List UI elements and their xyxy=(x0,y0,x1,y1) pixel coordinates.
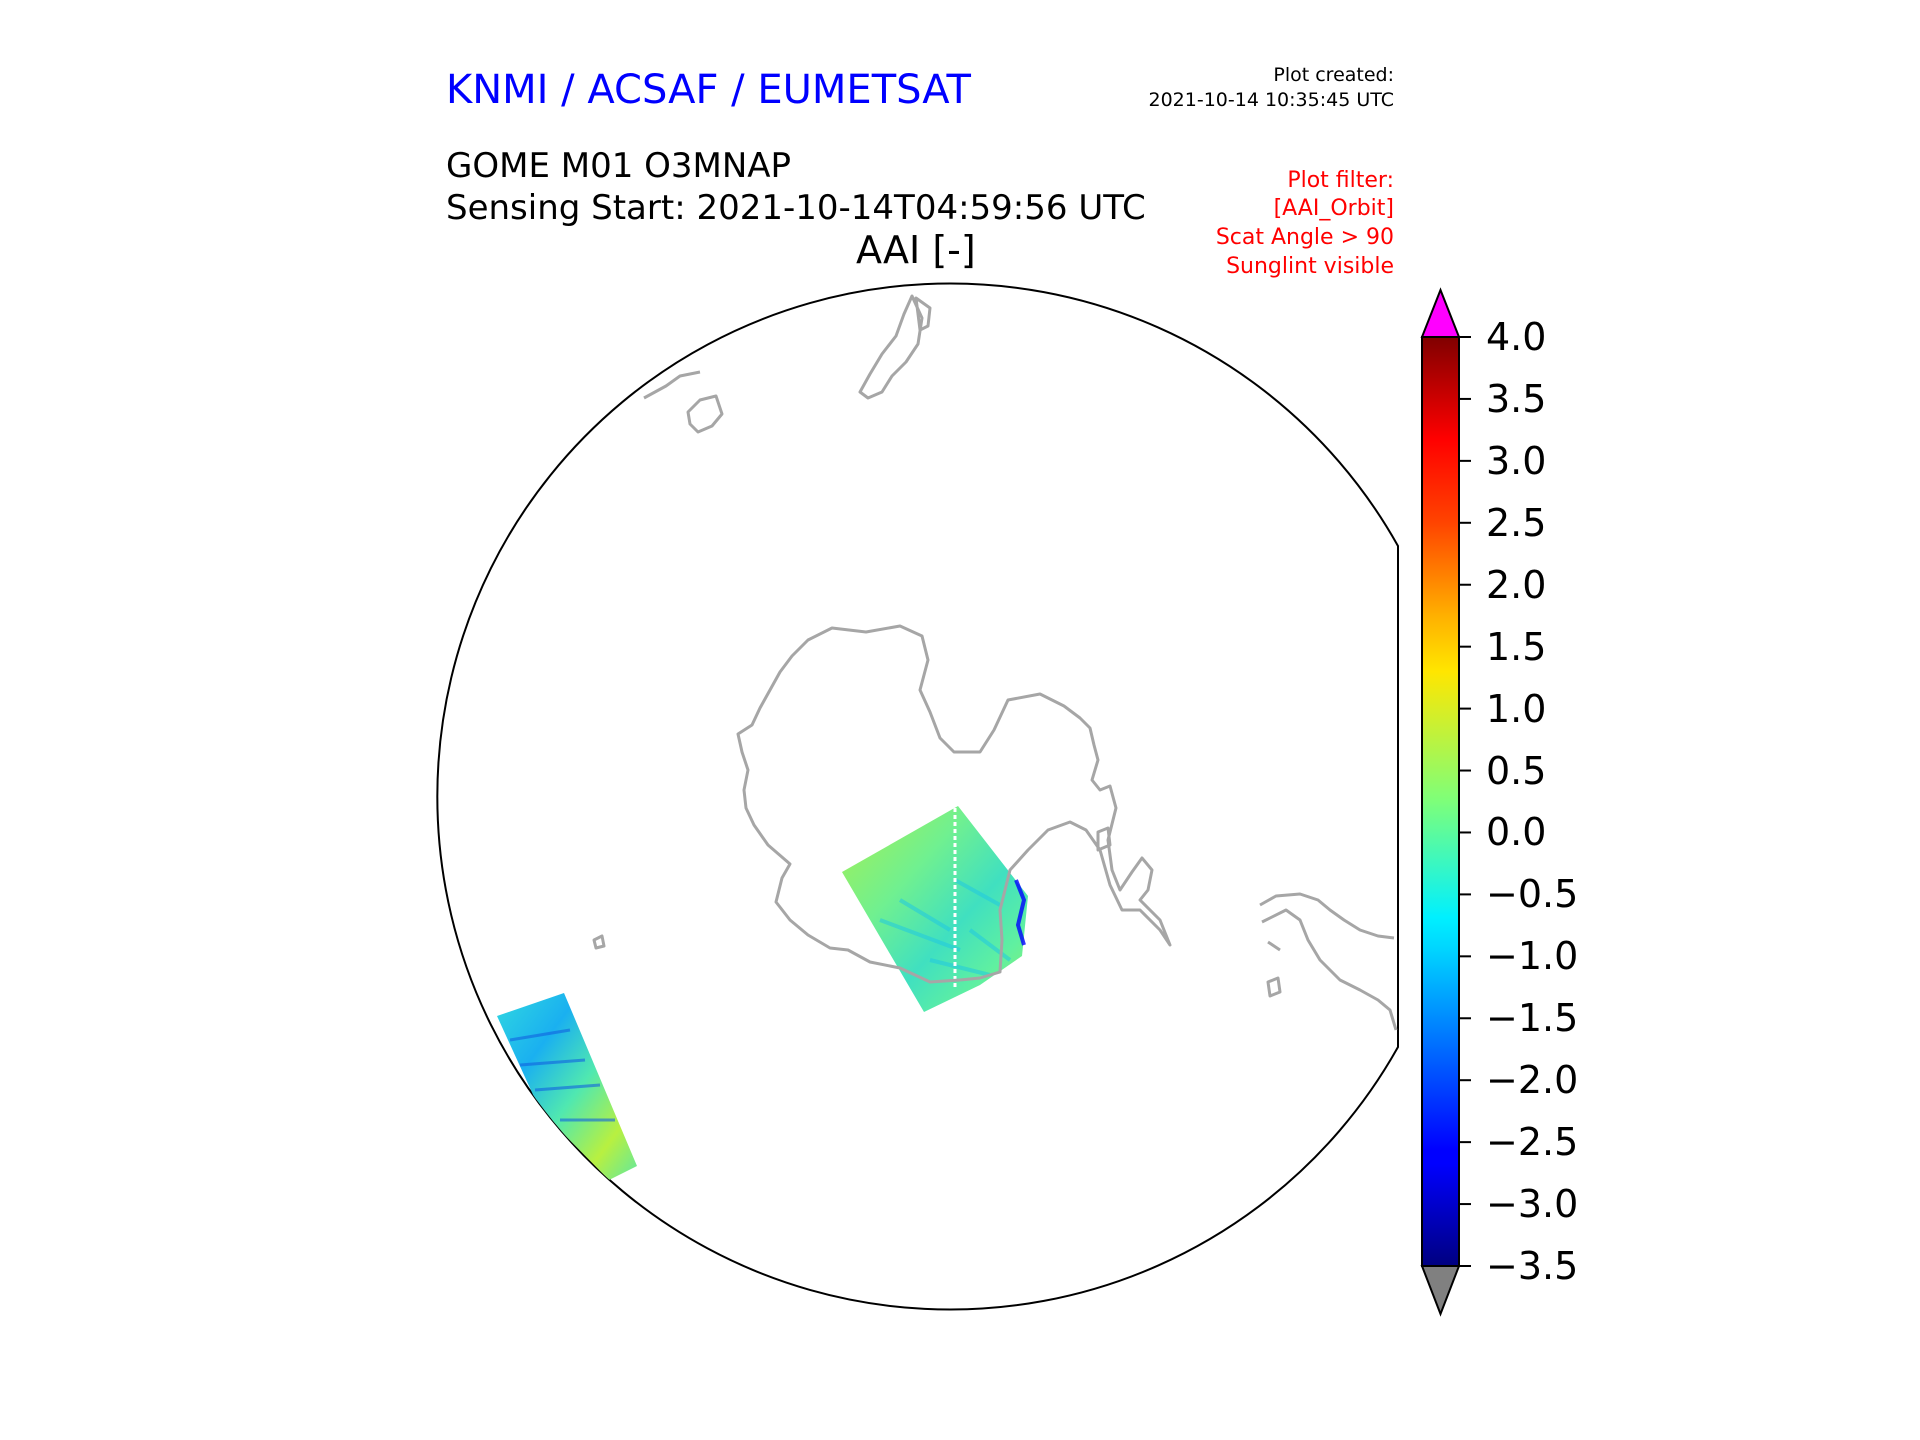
antarctica-coastline xyxy=(736,624,1172,984)
antarctic-peninsula-tip xyxy=(1096,826,1112,852)
plot-created-label: Plot created: xyxy=(1273,64,1394,86)
colorbar-tick-label: −3.5 xyxy=(1486,1244,1579,1288)
colorbar-tick-label: 3.5 xyxy=(1486,376,1547,421)
colorbar-tick-label: −1.5 xyxy=(1486,996,1579,1041)
swath-edge xyxy=(1014,879,1027,946)
colorbar-over-arrow xyxy=(1420,287,1461,338)
australia-coastline xyxy=(643,370,701,400)
plot-filter-line: Plot filter: xyxy=(1287,168,1394,193)
colorbar-tick-label: −2.0 xyxy=(1486,1058,1579,1103)
product-title: GOME M01 O3MNAP xyxy=(446,146,792,186)
colorbar-body xyxy=(1421,336,1460,1267)
swath-central xyxy=(842,806,1028,1012)
colorbar-under-arrow xyxy=(1420,1265,1461,1317)
swath-texture xyxy=(509,1028,615,1122)
map-boundary xyxy=(436,282,1399,1311)
colorbar-tick-label: 0.5 xyxy=(1486,748,1547,793)
colorbar-tick-label: 1.5 xyxy=(1486,624,1547,669)
sensing-start: Sensing Start: 2021-10-14T04:59:56 UTC xyxy=(446,188,1146,228)
organization-title: KNMI / ACSAF / EUMETSAT xyxy=(446,67,971,113)
plot-filter-line: [AAI_Orbit] xyxy=(1273,196,1394,221)
colorbar-ticks xyxy=(1459,336,1471,1267)
colorbar-tick-label: 1.0 xyxy=(1486,686,1547,731)
colorbar-tick-label: −2.5 xyxy=(1486,1120,1579,1165)
island-coastline xyxy=(1266,976,1282,998)
plot-filter-line: Scat Angle > 90 xyxy=(1215,225,1394,250)
colorbar-tick-label: −3.0 xyxy=(1486,1182,1579,1227)
africa-coastline xyxy=(1259,892,1398,1031)
colorbar-tick-label: −0.5 xyxy=(1486,872,1579,917)
south-atlantic-island xyxy=(686,394,724,434)
island-coastline xyxy=(592,934,606,950)
swath-texture xyxy=(879,878,1012,977)
map-title: AAI [-] xyxy=(856,228,976,272)
plot-created-time: 2021-10-14 10:35:45 UTC xyxy=(1148,89,1395,111)
colorbar-tick-label: 0.0 xyxy=(1486,810,1547,855)
plot-filter-line: Sunglint visible xyxy=(1226,254,1394,279)
colorbar-tick-label: 2.0 xyxy=(1486,562,1547,607)
colorbar xyxy=(1420,287,1471,1317)
colorbar-tick-label: 3.0 xyxy=(1486,438,1547,483)
colorbar-tick-label: 2.5 xyxy=(1486,500,1547,545)
colorbar-tick-label: 4.0 xyxy=(1486,315,1547,359)
colorbar-tick-label: −1.0 xyxy=(1486,934,1579,979)
south-america-coastline xyxy=(858,294,932,400)
